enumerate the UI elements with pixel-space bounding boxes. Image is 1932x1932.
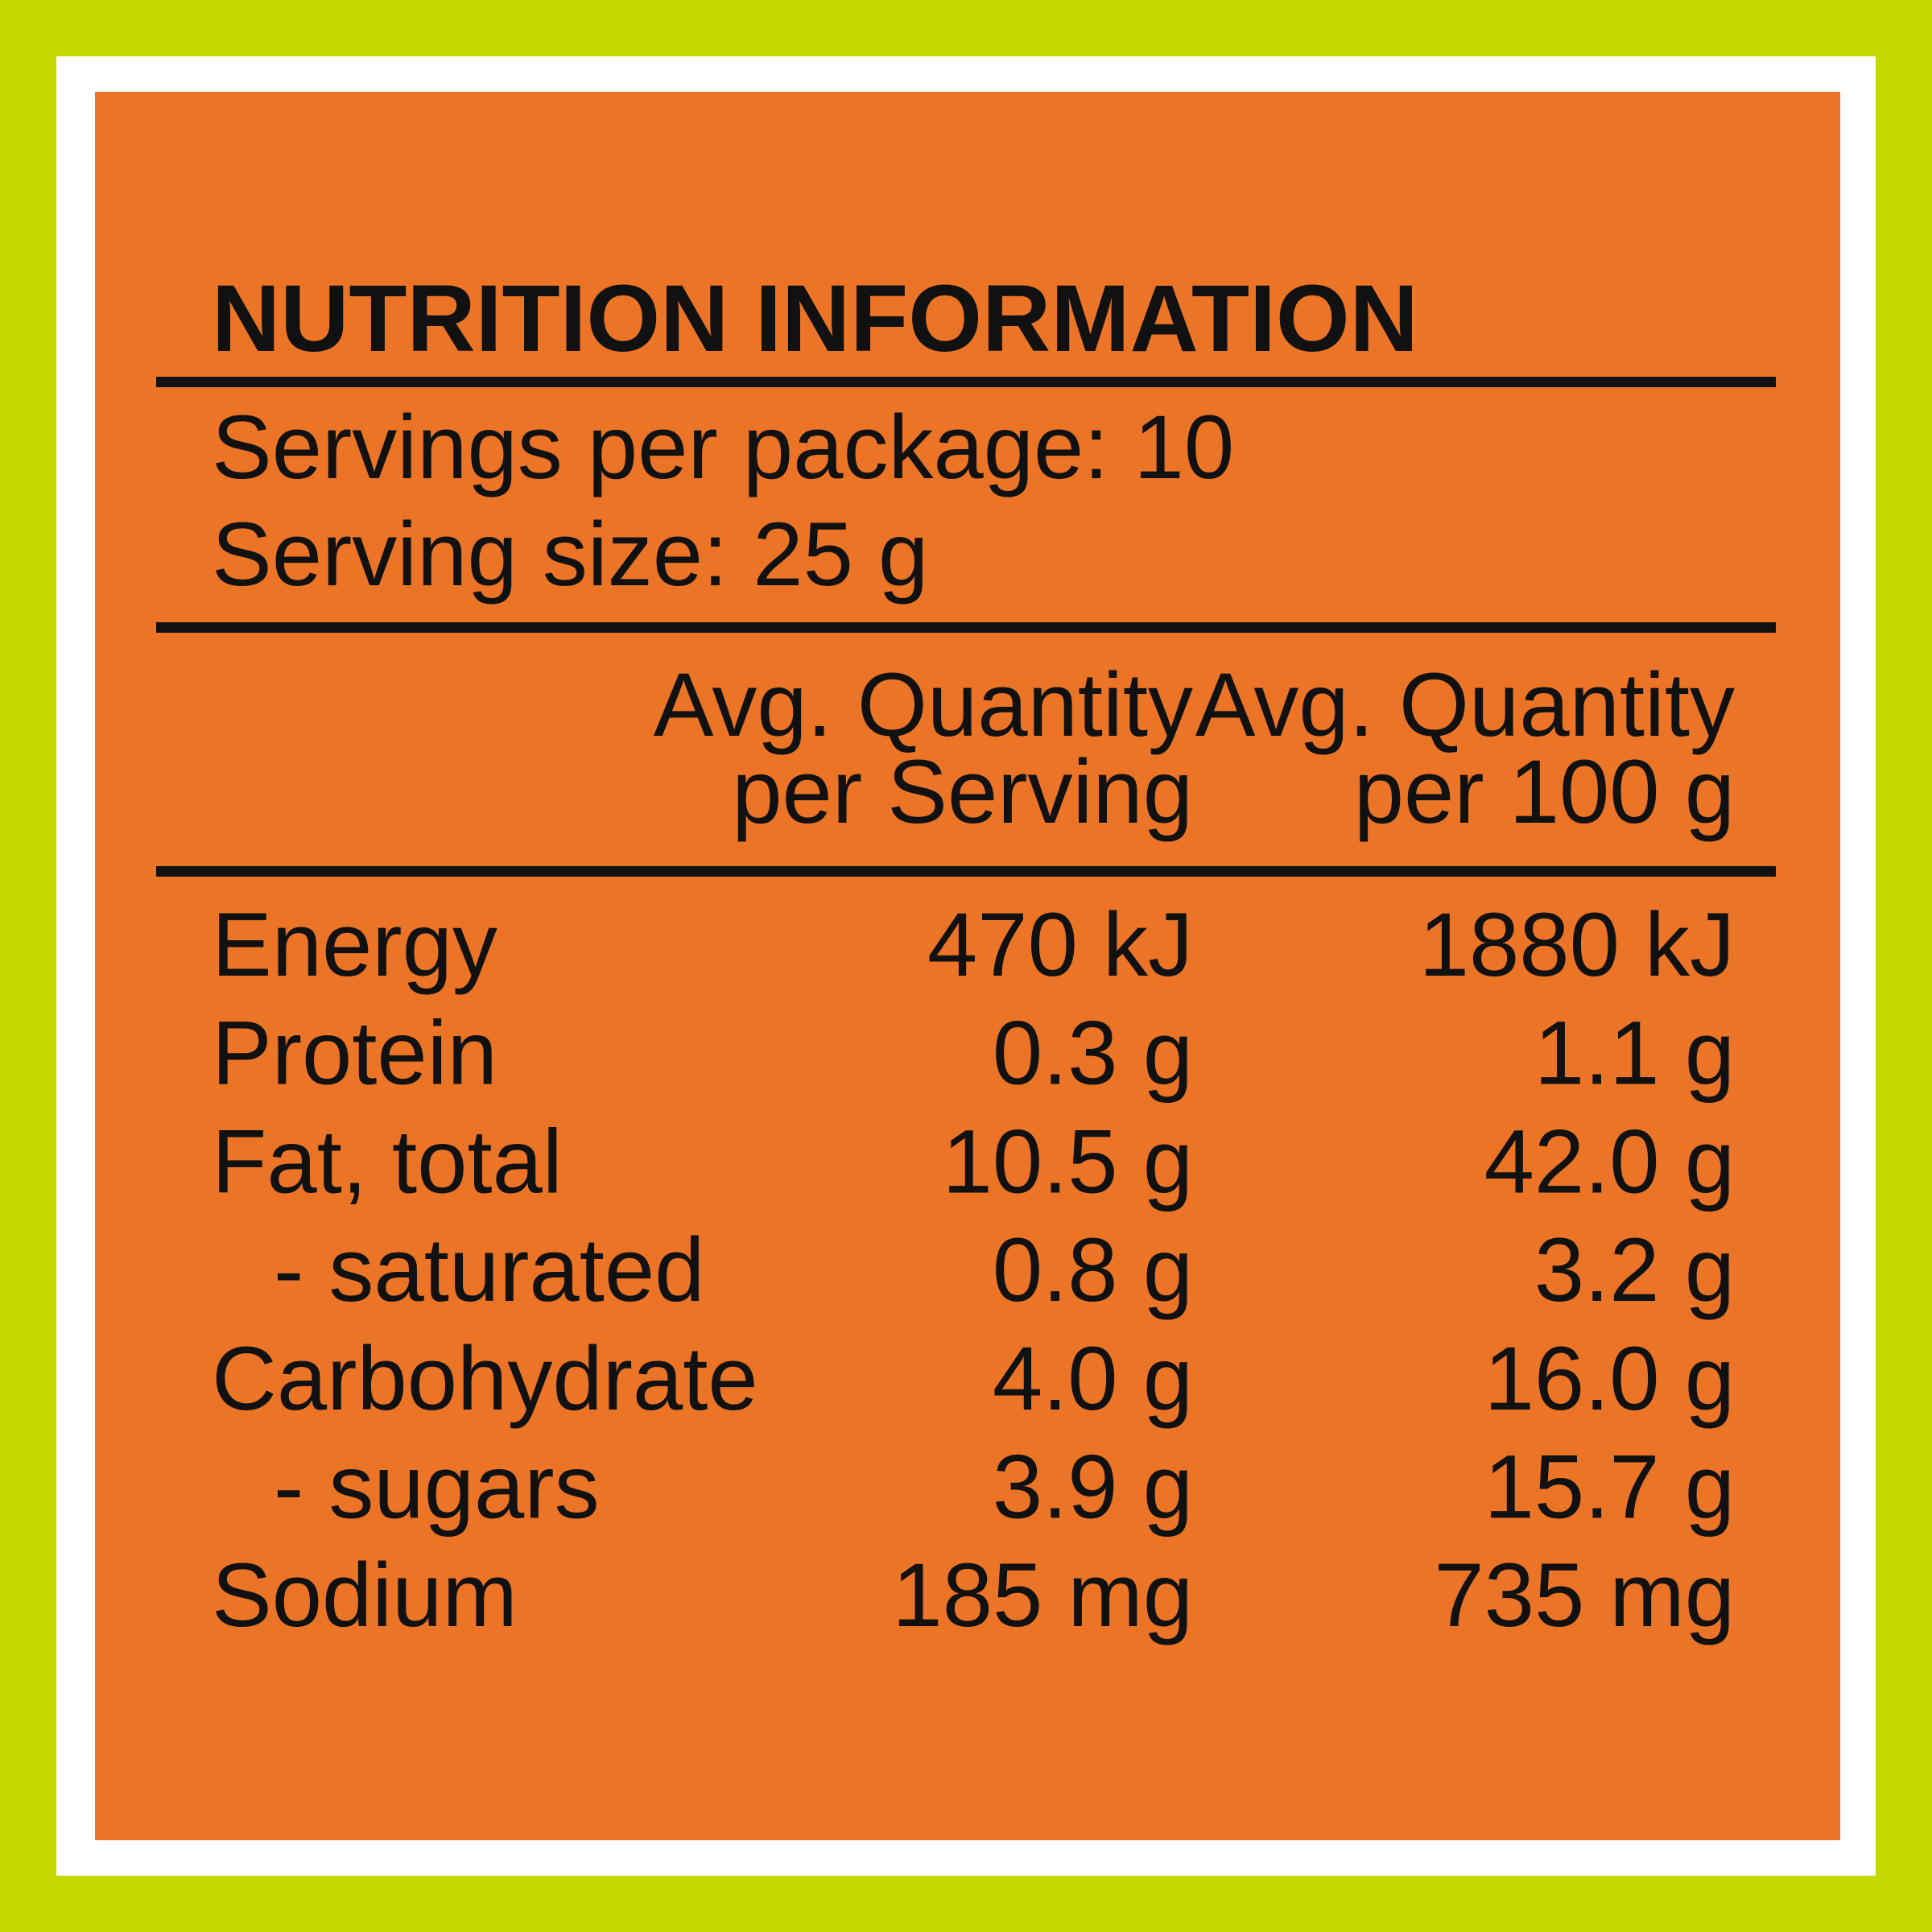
nutrient-value: 1.1 g <box>1534 1003 1735 1104</box>
nutrient-name: Energy <box>212 894 497 995</box>
column-header: per 100 g <box>1354 741 1735 842</box>
nutrient-value: 0.8 g <box>993 1220 1193 1320</box>
nutrient-value: 42.0 g <box>1484 1111 1735 1212</box>
rule <box>156 377 1776 387</box>
rule <box>156 622 1776 633</box>
nutrient-value: 16.0 g <box>1484 1328 1735 1429</box>
nutrient-name: Sodium <box>212 1545 518 1645</box>
nutrient-value: 3.2 g <box>1534 1220 1735 1320</box>
nutrient-value: 0.3 g <box>993 1003 1193 1104</box>
nutrient-name: - sugars <box>274 1437 600 1538</box>
column-header: Avg. Quantity <box>1195 654 1735 755</box>
nutrient-value: 1880 kJ <box>1419 894 1735 995</box>
nutrient-name: Fat, total <box>212 1111 563 1212</box>
nutrient-value: 15.7 g <box>1484 1437 1735 1538</box>
nutrient-value: 185 mg <box>892 1545 1193 1645</box>
nutrient-name: - saturated <box>274 1220 704 1320</box>
servings-line: Servings per package: 10 <box>212 397 1234 497</box>
nutrient-name: Protein <box>212 1003 497 1104</box>
nutrient-value: 3.9 g <box>993 1437 1193 1538</box>
servings-line: Serving size: 25 g <box>212 504 928 605</box>
column-header: per Serving <box>732 741 1193 842</box>
nutrient-name: Carbohydrate <box>212 1328 758 1429</box>
nutrient-value: 10.5 g <box>943 1111 1193 1212</box>
rule <box>156 866 1776 877</box>
nutrient-value: 4.0 g <box>993 1328 1193 1429</box>
rows: Energy 470 kJ 1880 kJ Protein 0.3 g 1.1 g Fat,… <box>212 894 1735 1645</box>
title: NUTRITION INFORMATION <box>212 266 1418 372</box>
nutrient-value: 470 kJ <box>927 894 1193 995</box>
column-header: Avg. Quantity <box>654 654 1193 755</box>
nutrient-value: 735 mg <box>1434 1545 1735 1645</box>
